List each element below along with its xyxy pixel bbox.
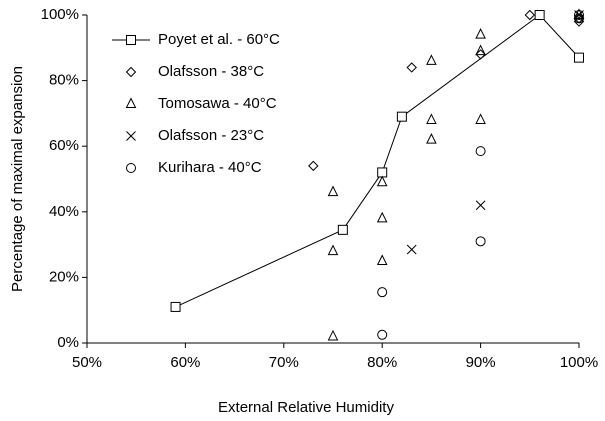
marker: [534, 10, 545, 20]
legend-label: Kurihara - 40°C: [158, 159, 262, 176]
legend-marker: [126, 163, 136, 173]
marker: [475, 236, 486, 247]
marker: [396, 111, 407, 122]
marker: [426, 133, 437, 144]
legend-marker: [126, 35, 136, 45]
legend-marker: [125, 66, 137, 78]
marker: [406, 244, 417, 255]
y-tick-label: 60%: [49, 137, 79, 154]
y-tick-label: 40%: [49, 203, 79, 220]
marker: [376, 175, 388, 187]
marker: [475, 44, 486, 56]
marker: [337, 224, 348, 235]
x-tick-label: 50%: [72, 354, 102, 371]
series-line: [175, 14, 580, 308]
marker: [426, 113, 437, 124]
legend-marker: [126, 131, 136, 141]
marker: [377, 167, 388, 178]
marker: [377, 329, 388, 340]
legend-marker: [125, 97, 137, 108]
x-axis-title: External Relative Humidity: [218, 399, 394, 416]
x-tick-label: 60%: [170, 354, 200, 371]
marker: [574, 13, 584, 24]
y-tick-label: 80%: [49, 72, 79, 89]
legend-label: Olafsson - 38°C: [158, 63, 264, 80]
marker: [376, 211, 388, 223]
y-axis-title: Percentage of maximal expansion: [9, 66, 26, 292]
legend-label: Poyet et al. - 60°C: [158, 31, 280, 48]
y-tick-label: 100%: [41, 6, 79, 23]
legend-label: Olafsson - 23°C: [158, 127, 264, 144]
x-tick-label: 100%: [560, 354, 598, 371]
marker: [475, 113, 486, 124]
y-tick-label: 0%: [57, 334, 79, 351]
y-tick-label: 20%: [49, 268, 79, 285]
marker: [475, 200, 486, 211]
marker: [327, 185, 339, 197]
marker: [475, 28, 486, 39]
marker: [327, 244, 339, 256]
marker: [377, 287, 388, 298]
marker: [170, 301, 181, 312]
marker: [406, 62, 417, 73]
marker: [327, 329, 339, 341]
marker: [574, 52, 584, 63]
marker: [524, 9, 536, 21]
x-tick-label: 70%: [269, 354, 299, 371]
marker: [376, 254, 388, 265]
x-tick-label: 80%: [367, 354, 397, 371]
marker: [574, 10, 584, 20]
marker: [308, 160, 319, 172]
legend-label: Tomosawa - 40°C: [158, 95, 277, 112]
marker: [426, 54, 437, 65]
x-tick-label: 90%: [466, 354, 496, 371]
marker: [475, 49, 486, 60]
marker: [475, 146, 486, 157]
